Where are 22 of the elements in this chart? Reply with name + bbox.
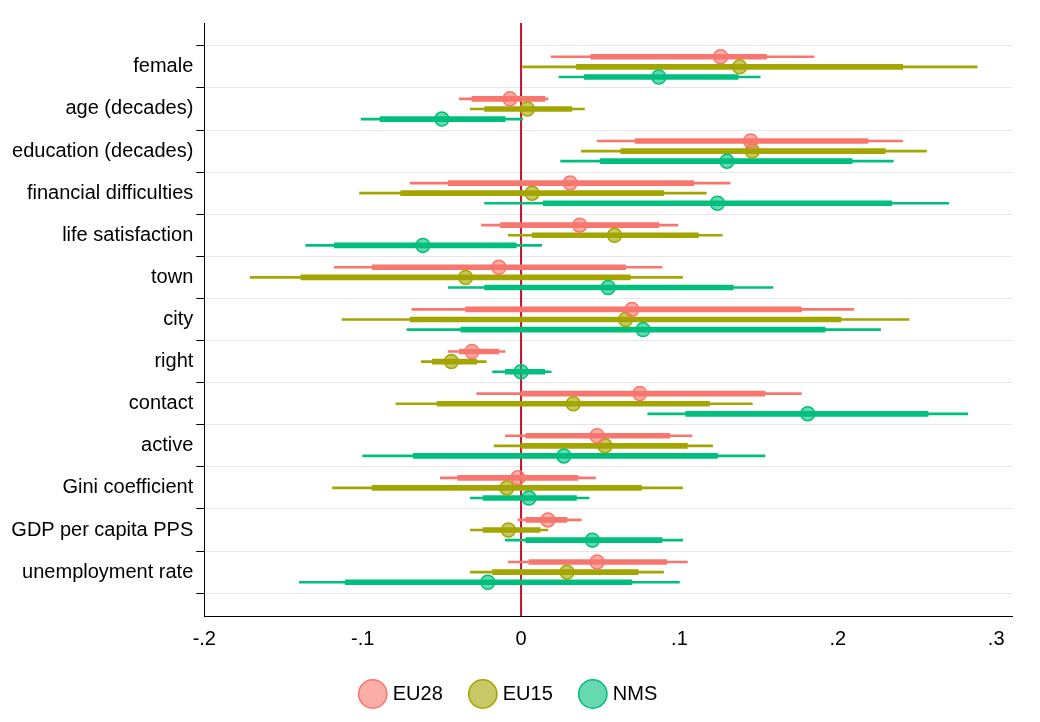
y-tick-label: education (decades)	[12, 138, 194, 161]
legend-label: EU28	[392, 681, 443, 704]
legend-label: EU15	[502, 681, 553, 704]
x-tick-label: .1	[671, 626, 688, 649]
y-tick-label: contact	[128, 391, 194, 414]
x-tick-label: -.1	[351, 626, 375, 649]
x-tick-label: .3	[987, 626, 1005, 649]
y-tick-label: unemployment rate	[22, 559, 194, 582]
legend-label: NMS	[612, 681, 658, 704]
y-tick-label: city	[163, 307, 194, 330]
x-tick-label: -.2	[192, 626, 216, 649]
y-tick-label: Gini coefficient	[62, 475, 194, 498]
y-tick-label: right	[154, 349, 194, 372]
y-tick-label: female	[133, 54, 194, 77]
y-tick-label: financial difficulties	[26, 180, 194, 203]
y-tick-label: age (decades)	[65, 96, 194, 119]
y-tick-label: active	[141, 433, 194, 456]
y-tick-label: town	[151, 264, 194, 287]
y-tick-label: GDP per capita PPS	[11, 517, 194, 540]
x-tick-label: .2	[829, 626, 847, 649]
x-tick-label: 0	[515, 626, 527, 649]
y-tick-label: life satisfaction	[62, 222, 194, 245]
